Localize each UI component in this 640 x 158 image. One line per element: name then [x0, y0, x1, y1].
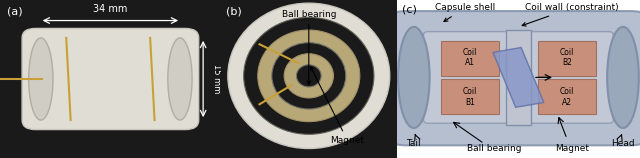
Bar: [440, 79, 499, 114]
Ellipse shape: [398, 27, 429, 128]
Text: (b): (b): [226, 6, 242, 16]
Text: Ball bearing: Ball bearing: [282, 10, 336, 85]
Ellipse shape: [284, 54, 333, 98]
Text: Capsule shell: Capsule shell: [435, 3, 495, 21]
Text: Tail: Tail: [406, 139, 421, 148]
Ellipse shape: [258, 30, 360, 122]
Bar: [493, 48, 544, 107]
FancyBboxPatch shape: [22, 28, 198, 130]
Text: Coil wall (constraint): Coil wall (constraint): [522, 3, 619, 26]
Text: 34 mm: 34 mm: [93, 4, 127, 14]
Text: (c): (c): [402, 5, 417, 15]
FancyBboxPatch shape: [424, 32, 613, 123]
FancyBboxPatch shape: [385, 11, 640, 145]
Bar: [538, 79, 596, 114]
Ellipse shape: [168, 38, 192, 120]
Text: (a): (a): [6, 6, 22, 16]
Bar: [440, 41, 499, 76]
Text: Magnet: Magnet: [555, 144, 589, 153]
Bar: [41, 38, 180, 120]
Text: Head: Head: [611, 139, 635, 148]
Ellipse shape: [296, 65, 321, 87]
Ellipse shape: [607, 27, 639, 128]
Text: Coil
A2: Coil A2: [560, 88, 574, 107]
Bar: [506, 30, 531, 125]
Text: Ball bearing: Ball bearing: [467, 144, 522, 153]
Ellipse shape: [29, 38, 53, 120]
Text: Coil
A1: Coil A1: [463, 48, 477, 67]
Ellipse shape: [272, 43, 346, 109]
Text: Coil
B2: Coil B2: [560, 48, 574, 67]
Text: Coil
B1: Coil B1: [463, 88, 477, 107]
Ellipse shape: [244, 17, 374, 134]
Text: Magnet: Magnet: [310, 67, 365, 145]
Text: 15 mm: 15 mm: [212, 64, 221, 94]
Ellipse shape: [228, 3, 390, 149]
Bar: [538, 41, 596, 76]
